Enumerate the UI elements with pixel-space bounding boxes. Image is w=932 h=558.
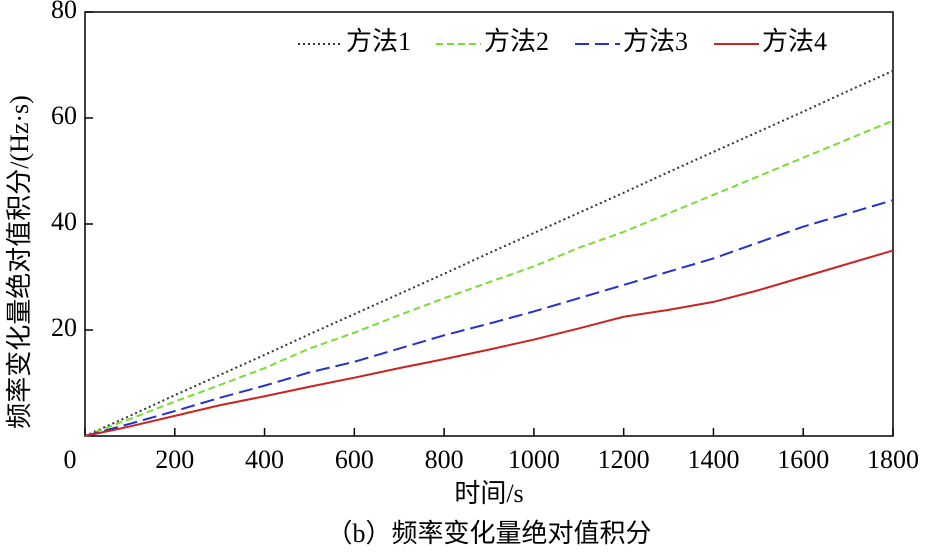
x-axis-title: 时间/s [454, 479, 523, 508]
x-tick-label: 1000 [508, 445, 560, 474]
legend-label: 方法1 [346, 27, 411, 56]
plot-frame [84, 11, 894, 437]
legend-label: 方法3 [623, 27, 688, 56]
x-tick-label: 400 [245, 445, 284, 474]
x-tick-label: 200 [155, 445, 194, 474]
x-tick-label: 1200 [598, 445, 650, 474]
y-tick-label: 80 [51, 0, 77, 24]
series-line [84, 119, 894, 437]
legend-label: 方法4 [762, 27, 827, 56]
series-line [84, 249, 894, 437]
x-tick-label: 0 [64, 445, 77, 474]
legend-label: 方法2 [484, 27, 549, 56]
y-tick-label: 60 [51, 101, 77, 130]
x-tick-label: 1400 [687, 445, 739, 474]
x-tick-label: 1800 [867, 445, 919, 474]
caption: （b）频率变化量绝对值积分 [326, 519, 651, 548]
x-tick-label: 1600 [777, 445, 829, 474]
x-tick-label: 800 [425, 445, 464, 474]
y-tick-label: 20 [51, 313, 77, 342]
x-tick-label: 600 [335, 445, 374, 474]
y-tick-label: 40 [51, 207, 77, 236]
y-axis-title: 频率变化量绝对值积分/(Hz·s) [5, 95, 34, 429]
series-line [84, 199, 894, 437]
series-line [84, 69, 894, 437]
